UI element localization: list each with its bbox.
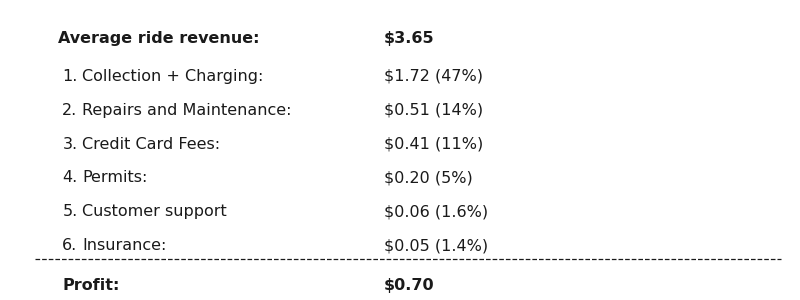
Text: 4.: 4. [62, 170, 78, 185]
Text: $0.20 (5%): $0.20 (5%) [384, 170, 473, 185]
Text: Repairs and Maintenance:: Repairs and Maintenance: [82, 103, 292, 118]
Text: 5.: 5. [62, 204, 78, 219]
Text: $1.72 (47%): $1.72 (47%) [384, 69, 483, 84]
Text: Profit:: Profit: [62, 278, 120, 293]
Text: Permits:: Permits: [82, 170, 147, 185]
Text: 6.: 6. [62, 238, 78, 253]
Text: Average ride revenue:: Average ride revenue: [58, 31, 260, 46]
Text: Credit Card Fees:: Credit Card Fees: [82, 136, 220, 152]
Text: 2.: 2. [62, 103, 78, 118]
Text: 3.: 3. [62, 136, 78, 152]
Text: Collection + Charging:: Collection + Charging: [82, 69, 263, 84]
Text: $0.51 (14%): $0.51 (14%) [384, 103, 483, 118]
Text: $3.65: $3.65 [384, 31, 434, 46]
Text: $0.41 (11%): $0.41 (11%) [384, 136, 483, 152]
Text: $0.70: $0.70 [384, 278, 434, 293]
Text: $0.05 (1.4%): $0.05 (1.4%) [384, 238, 488, 253]
Text: $0.06 (1.6%): $0.06 (1.6%) [384, 204, 488, 219]
Text: Customer support: Customer support [82, 204, 227, 219]
Text: 1.: 1. [62, 69, 78, 84]
Text: Insurance:: Insurance: [82, 238, 166, 253]
